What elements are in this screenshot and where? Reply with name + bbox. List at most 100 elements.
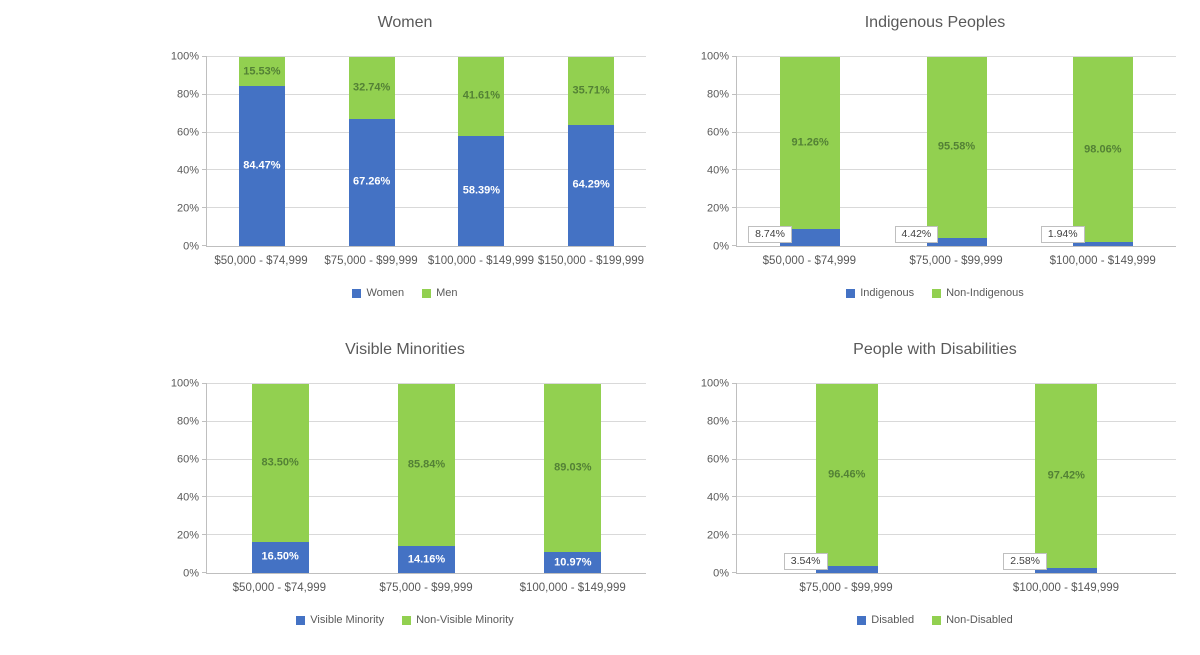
legend-item-non-visible-minority: Non-Visible Minority (402, 614, 514, 626)
gridline (207, 93, 646, 95)
stacked-bar: 58.39% 41.61% (458, 57, 505, 246)
legend-item-women: Women (352, 287, 404, 299)
chart-title: Indigenous Peoples (864, 14, 1006, 31)
y-axis-tick (202, 534, 207, 536)
chart-area: 0% 20% 40% 60% 80% 100% 91.26% 8.74% 95.58% 4.42… (694, 51, 1176, 267)
data-label: 83.50% (261, 456, 299, 469)
gridline (207, 207, 646, 209)
stacked-bar: 96.46% (815, 384, 878, 573)
category-label: $100,000 - $149,999 (1049, 255, 1156, 267)
segment-indigenous (926, 237, 987, 246)
category-label: $75,000 - $99,999 (379, 582, 473, 594)
stacked-bar: 64.29% 35.71% (568, 57, 615, 246)
y-axis-tick (202, 56, 207, 57)
y-axis: 0% 20% 40% 60% 80% 100% (164, 378, 206, 579)
chart-title: People with Disabilities (853, 341, 1017, 358)
x-axis-labels: $50,000 - $74,999 $75,000 - $99,999 $100,0… (736, 255, 1176, 267)
chart-area: 0% 20% 40% 60% 80% 100% 16.50% 83.50% 14.16% 85.… (164, 378, 646, 594)
data-label-callout: 3.54% (783, 552, 828, 570)
data-label: 64.29% (572, 178, 610, 191)
legend-item-non-disabled: Non-Disabled (932, 614, 1013, 626)
data-label: 97.42% (1047, 469, 1085, 482)
category-label: $50,000 - $74,999 (762, 255, 857, 267)
stacked-bar: 97.42% (1035, 384, 1098, 573)
gridline (737, 56, 1176, 57)
y-axis-tick (732, 169, 737, 171)
y-axis: 0% 20% 40% 60% 80% 100% (694, 51, 736, 252)
segment-women: 64.29% (568, 124, 615, 246)
legend-swatch-icon (296, 615, 306, 625)
chart-title: Women (377, 14, 433, 31)
segment-men: 32.74% (348, 57, 395, 119)
data-label: 15.53% (243, 65, 281, 78)
data-label: 95.58% (937, 140, 976, 153)
category-label: $75,000 - $99,999 (909, 255, 1003, 267)
y-axis-tick (732, 496, 737, 498)
y-axis-tick (732, 572, 737, 573)
segment-visible-minority: 14.16% (398, 546, 455, 573)
legend-label: Men (436, 287, 458, 299)
category-label: $50,000 - $74,999 (232, 582, 327, 594)
y-tick-label: 80% (176, 88, 199, 101)
y-tick-label: 40% (706, 164, 729, 177)
y-tick-label: 40% (706, 491, 729, 504)
segment-visible-minority: 16.50% (251, 541, 309, 573)
plot-area: 84.47% 15.53% 67.26% 32.74% 58.39% 41.61% 64.2… (202, 56, 646, 247)
category-label: $150,000 - $199,999 (537, 255, 645, 267)
x-axis-labels: $50,000 - $74,999 $75,000 - $99,999 $100,0… (206, 255, 646, 267)
stacked-bar: 95.58% (926, 57, 987, 246)
legend-label: Non-Indigenous (946, 287, 1024, 299)
y-axis-tick (732, 245, 737, 246)
segment-non-indigenous: 91.26% (780, 57, 841, 230)
chart-area: 0% 20% 40% 60% 80% 100% 84.47% 15.53% 67.26% 32.… (164, 51, 646, 267)
segment-non-indigenous: 98.06% (1072, 57, 1133, 243)
category-label: $100,000 - $149,999 (1012, 582, 1120, 594)
y-axis-tick (202, 572, 207, 573)
y-tick-label: 40% (176, 164, 199, 177)
plot-area: 16.50% 83.50% 14.16% 85.84% 10.97% 89.03% (202, 383, 646, 574)
legend-item-men: Men (422, 287, 458, 299)
category-label: $75,000 - $99,999 (799, 582, 893, 594)
segment-indigenous (780, 229, 841, 246)
category-label: $50,000 - $74,999 (214, 255, 308, 267)
data-label: 32.74% (352, 81, 391, 94)
segment-men: 41.61% (458, 57, 505, 136)
legend-item-non-indigenous: Non-Indigenous (932, 287, 1024, 299)
legend-item-indigenous: Indigenous (846, 287, 914, 299)
legend-label: Non-Disabled (946, 614, 1013, 626)
legend-swatch-icon (932, 615, 942, 625)
stacked-bar: 16.50% 83.50% (251, 384, 309, 573)
y-tick-label: 80% (176, 415, 199, 428)
y-tick-label: 80% (706, 415, 729, 428)
y-tick-label: 0% (183, 240, 199, 253)
chart-indigenous-peoples: Indigenous Peoples 0% 20% 40% 60% 80% 100% 91… (670, 0, 1200, 327)
data-label-callout: 1.94% (1040, 225, 1085, 243)
data-label-callout: 4.42% (894, 225, 939, 243)
gridline (737, 496, 1176, 498)
y-tick-label: 20% (176, 529, 199, 542)
legend-label: Non-Visible Minority (416, 614, 514, 626)
legend: Disabled Non-Disabled (857, 614, 1013, 626)
y-tick-label: 80% (706, 88, 729, 101)
chart-women: Women 0% 20% 40% 60% 80% 100% 84.47% 15.53% 67.… (140, 0, 670, 327)
plot-area: 96.46% 3.54% 97.42% 2.58% (732, 383, 1176, 574)
legend-swatch-icon (932, 288, 942, 298)
plot-area: 91.26% 8.74% 95.58% 4.42% 98.06% 1.94% (732, 56, 1176, 247)
gridline (207, 131, 646, 133)
gridline (737, 534, 1176, 536)
legend-label: Disabled (871, 614, 915, 626)
legend: Indigenous Non-Indigenous (846, 287, 1024, 299)
y-axis-tick (732, 93, 737, 95)
y-axis-tick (202, 458, 207, 460)
category-label: $75,000 - $99,999 (324, 255, 418, 267)
y-axis-tick (732, 458, 737, 460)
gridline (737, 420, 1176, 422)
gridline (737, 458, 1176, 460)
stacked-bar: 10.97% 89.03% (544, 384, 602, 573)
category-label: $100,000 - $149,999 (427, 255, 535, 267)
y-axis-tick (732, 420, 737, 422)
data-label: 96.46% (828, 468, 866, 481)
data-label: 16.50% (261, 550, 299, 563)
segment-disabled (815, 566, 878, 573)
segment-non-indigenous: 95.58% (926, 57, 987, 238)
